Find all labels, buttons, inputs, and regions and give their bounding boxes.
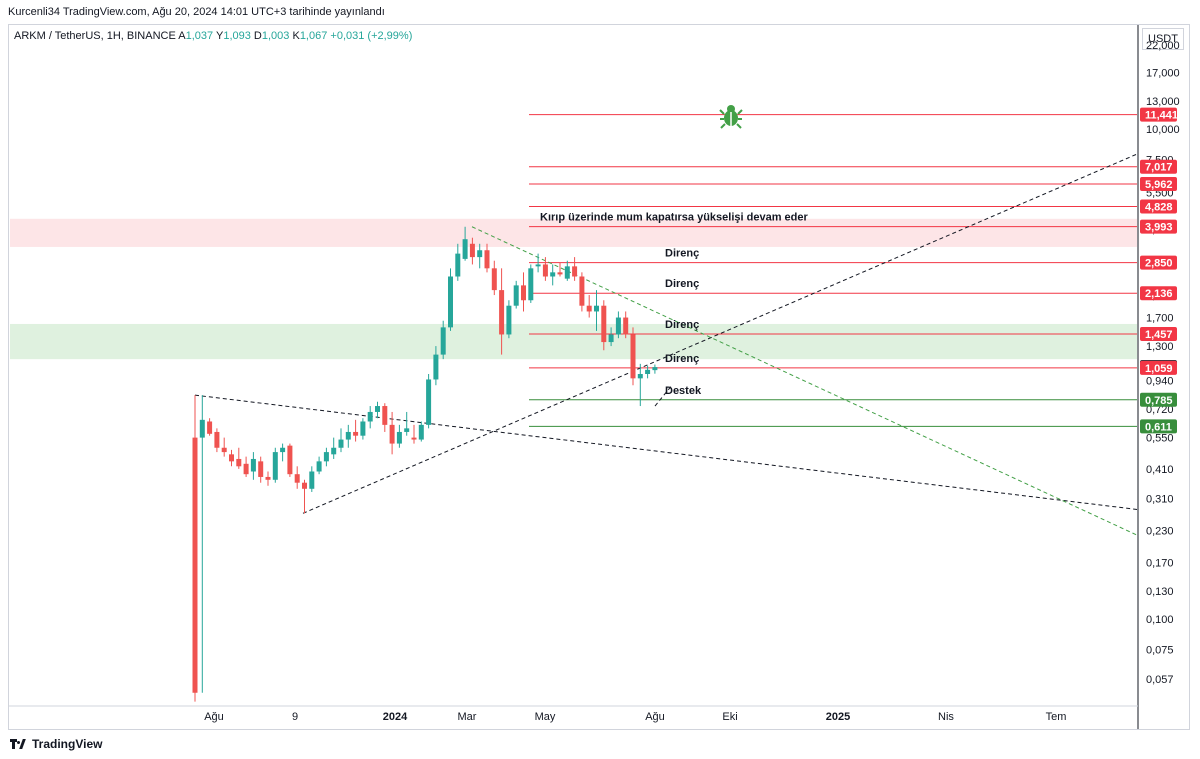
low-label: D [253,30,262,42]
currency-unit-button[interactable]: USDT [1142,28,1184,50]
symbol-legend: ARKM / TetherUS, 1H, BINANCE A1,037 Y1,0… [14,30,412,42]
symbol-name: ARKM / TetherUS, 1H, BINANCE [14,30,176,42]
footer-brand-text: TradingView [32,737,103,751]
low-value: 1,003 [261,30,290,42]
chart-frame [8,24,1190,730]
open-value: 1,037 [185,30,214,42]
high-label: Y [215,30,224,42]
change-value: +0,031 (+2,99%) [330,30,413,42]
high-value: 1,093 [223,30,251,42]
tradingview-logo-icon [10,738,28,750]
close-label: K [292,30,300,42]
close-value: 1,067 [299,30,328,42]
open-label: A [178,30,186,42]
footer-brand[interactable]: TradingView [10,737,102,751]
publish-header: Kurcenli34 TradingView.com, Ağu 20, 2024… [8,6,385,18]
